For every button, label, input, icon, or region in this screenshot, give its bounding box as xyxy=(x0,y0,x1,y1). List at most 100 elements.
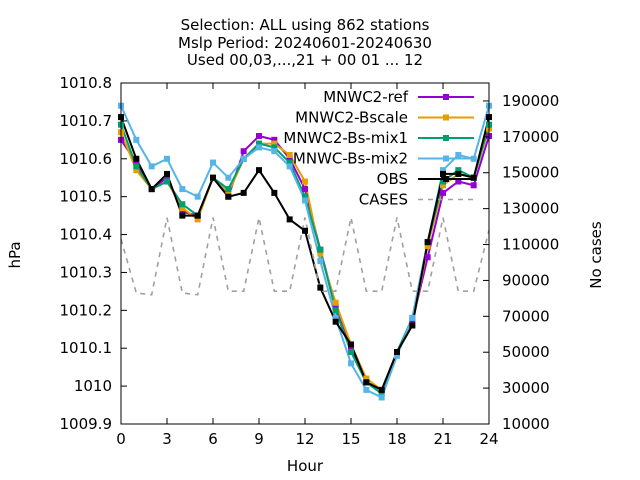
y2-tick-label: 10000 xyxy=(502,415,550,433)
data-point-obs xyxy=(133,155,140,162)
x-tick-label: 6 xyxy=(208,430,218,448)
data-point-mnwc2-bscale xyxy=(317,250,324,257)
data-point-mnwc2-bs-mix1 xyxy=(378,390,385,397)
data-point-mnwc2-bs-mix1 xyxy=(302,193,308,200)
legend-label-obs: OBS xyxy=(377,170,408,188)
data-point-mnwc-bs-mix2 xyxy=(440,167,446,174)
y2-tick-label: 30000 xyxy=(502,379,550,397)
data-point-obs xyxy=(194,212,201,219)
legend-label-mnwc2-bs-mix1: MNWC2-Bs-mix1 xyxy=(283,129,408,147)
data-point-mnwc-bs-mix2 xyxy=(164,155,170,162)
data-point-mnwc-bs-mix2 xyxy=(179,186,186,193)
data-point-mnwc2-ref xyxy=(455,178,462,185)
data-point-obs xyxy=(256,167,262,174)
data-point-mnwc-bs-mix2 xyxy=(394,352,400,359)
data-point-mnwc2-ref xyxy=(424,254,431,261)
data-point-mnwc-bs-mix2 xyxy=(194,193,201,200)
data-point-mnwc2-bs-mix1 xyxy=(179,201,186,208)
data-point-mnwc-bs-mix2 xyxy=(317,258,324,265)
x-tick-label: 21 xyxy=(433,430,452,448)
data-point-mnwc2-bscale xyxy=(271,140,278,147)
data-point-obs xyxy=(271,189,278,196)
legend-label-cases: CASES xyxy=(359,191,408,209)
data-point-mnwc2-bscale xyxy=(133,167,140,174)
data-point-mnwc2-ref xyxy=(256,133,262,140)
legend-label-mnwc2-bscale: MNWC2-Bscale xyxy=(295,109,408,127)
y-tick-label: 1010.4 xyxy=(60,226,113,244)
legend-marker-mnwc2-ref xyxy=(443,94,449,100)
data-point-mnwc-bs-mix2 xyxy=(133,136,140,143)
x-tick-label: 9 xyxy=(254,430,264,448)
x-tick-label: 0 xyxy=(116,430,126,448)
data-point-mnwc-bs-mix2 xyxy=(348,360,354,367)
data-point-mnwc2-bscale xyxy=(286,151,293,158)
y-tick-label: 1010.2 xyxy=(60,301,113,319)
y-axis-label: hPa xyxy=(6,241,24,268)
data-point-obs xyxy=(363,379,370,386)
x-axis-label: Hour xyxy=(287,457,324,475)
data-point-mnwc2-bs-mix1 xyxy=(455,167,462,174)
y2-tick-label: 50000 xyxy=(502,343,550,361)
legend-label-mnwc-bs-mix2: MNWC-Bs-mix2 xyxy=(293,150,408,168)
y-tick-label: 1010.5 xyxy=(60,188,113,206)
data-point-mnwc2-ref xyxy=(348,345,354,352)
data-point-obs xyxy=(409,322,416,329)
data-point-mnwc-bs-mix2 xyxy=(455,151,462,158)
legend: MNWC2-ref MNWC2-Bscale MNWC2-Bs-mix1 MNWC-B… xyxy=(283,88,474,209)
y-tick-label: 1009.9 xyxy=(60,415,113,433)
chart-title-line-3: Used 00,03,...,21 + 00 01 ... 12 xyxy=(187,51,423,69)
data-point-mnwc-bs-mix2 xyxy=(286,163,293,170)
legend-marker-mnwc2-bscale xyxy=(443,114,449,121)
chart-title: Selection: ALL using 862 stations Mslp P… xyxy=(178,16,432,69)
data-point-mnwc2-bscale xyxy=(302,178,308,185)
y2-tick-label: 170000 xyxy=(502,128,559,146)
y-tick-label: 1010.7 xyxy=(60,112,113,130)
x-tick-label: 15 xyxy=(341,430,360,448)
y-tick-label: 1010.3 xyxy=(60,263,113,281)
chart-title-line-2: Mslp Period: 20240601-20240630 xyxy=(178,34,432,52)
y-tick-label: 1010.8 xyxy=(60,74,113,92)
data-point-mnwc2-ref xyxy=(470,182,477,189)
data-point-mnwc-bs-mix2 xyxy=(210,159,216,166)
data-point-mnwc-bs-mix2 xyxy=(332,314,339,321)
data-point-obs xyxy=(317,284,324,291)
y2-tick-label: 70000 xyxy=(502,307,550,325)
data-point-mnwc-bs-mix2 xyxy=(256,144,262,151)
data-point-mnwc2-bscale xyxy=(424,242,431,249)
data-point-obs xyxy=(440,170,446,177)
data-point-obs xyxy=(148,186,155,193)
y2-tick-label: 130000 xyxy=(502,200,559,218)
data-point-mnwc-bs-mix2 xyxy=(240,155,247,162)
data-point-mnwc2-bscale xyxy=(194,216,201,223)
data-point-mnwc2-bs-mix1 xyxy=(271,144,278,151)
data-point-obs xyxy=(210,174,216,181)
data-point-mnwc-bs-mix2 xyxy=(225,174,232,181)
legend-marker-obs xyxy=(443,176,449,182)
y2-tick-label: 190000 xyxy=(502,92,559,110)
data-point-obs xyxy=(455,170,462,177)
data-point-obs xyxy=(164,170,170,177)
data-point-obs xyxy=(470,174,477,181)
y-tick-label: 1010 xyxy=(74,377,112,395)
data-point-obs xyxy=(394,349,400,356)
data-point-obs xyxy=(240,189,247,196)
data-point-mnwc2-bs-mix1 xyxy=(348,349,354,356)
data-point-mnwc2-ref xyxy=(302,186,308,193)
data-point-obs xyxy=(378,386,385,393)
data-point-mnwc-bs-mix2 xyxy=(363,386,370,393)
data-point-mnwc2-ref xyxy=(240,148,247,155)
data-point-mnwc2-bs-mix1 xyxy=(317,246,324,253)
x-tick-label: 12 xyxy=(295,430,314,448)
data-point-mnwc-bs-mix2 xyxy=(271,148,278,155)
data-point-mnwc2-ref xyxy=(179,208,186,215)
data-point-mnwc2-ref xyxy=(440,189,446,196)
x-tick-label: 24 xyxy=(479,430,498,448)
data-point-mnwc2-bscale xyxy=(179,205,186,212)
y-tick-label: 1010.1 xyxy=(60,339,113,357)
x-tick-label: 3 xyxy=(162,430,172,448)
data-point-obs xyxy=(348,341,354,348)
data-point-mnwc2-ref xyxy=(164,174,170,181)
data-point-obs xyxy=(424,239,431,246)
x-tick-label: 18 xyxy=(387,430,406,448)
data-point-mnwc2-bscale xyxy=(225,189,232,196)
